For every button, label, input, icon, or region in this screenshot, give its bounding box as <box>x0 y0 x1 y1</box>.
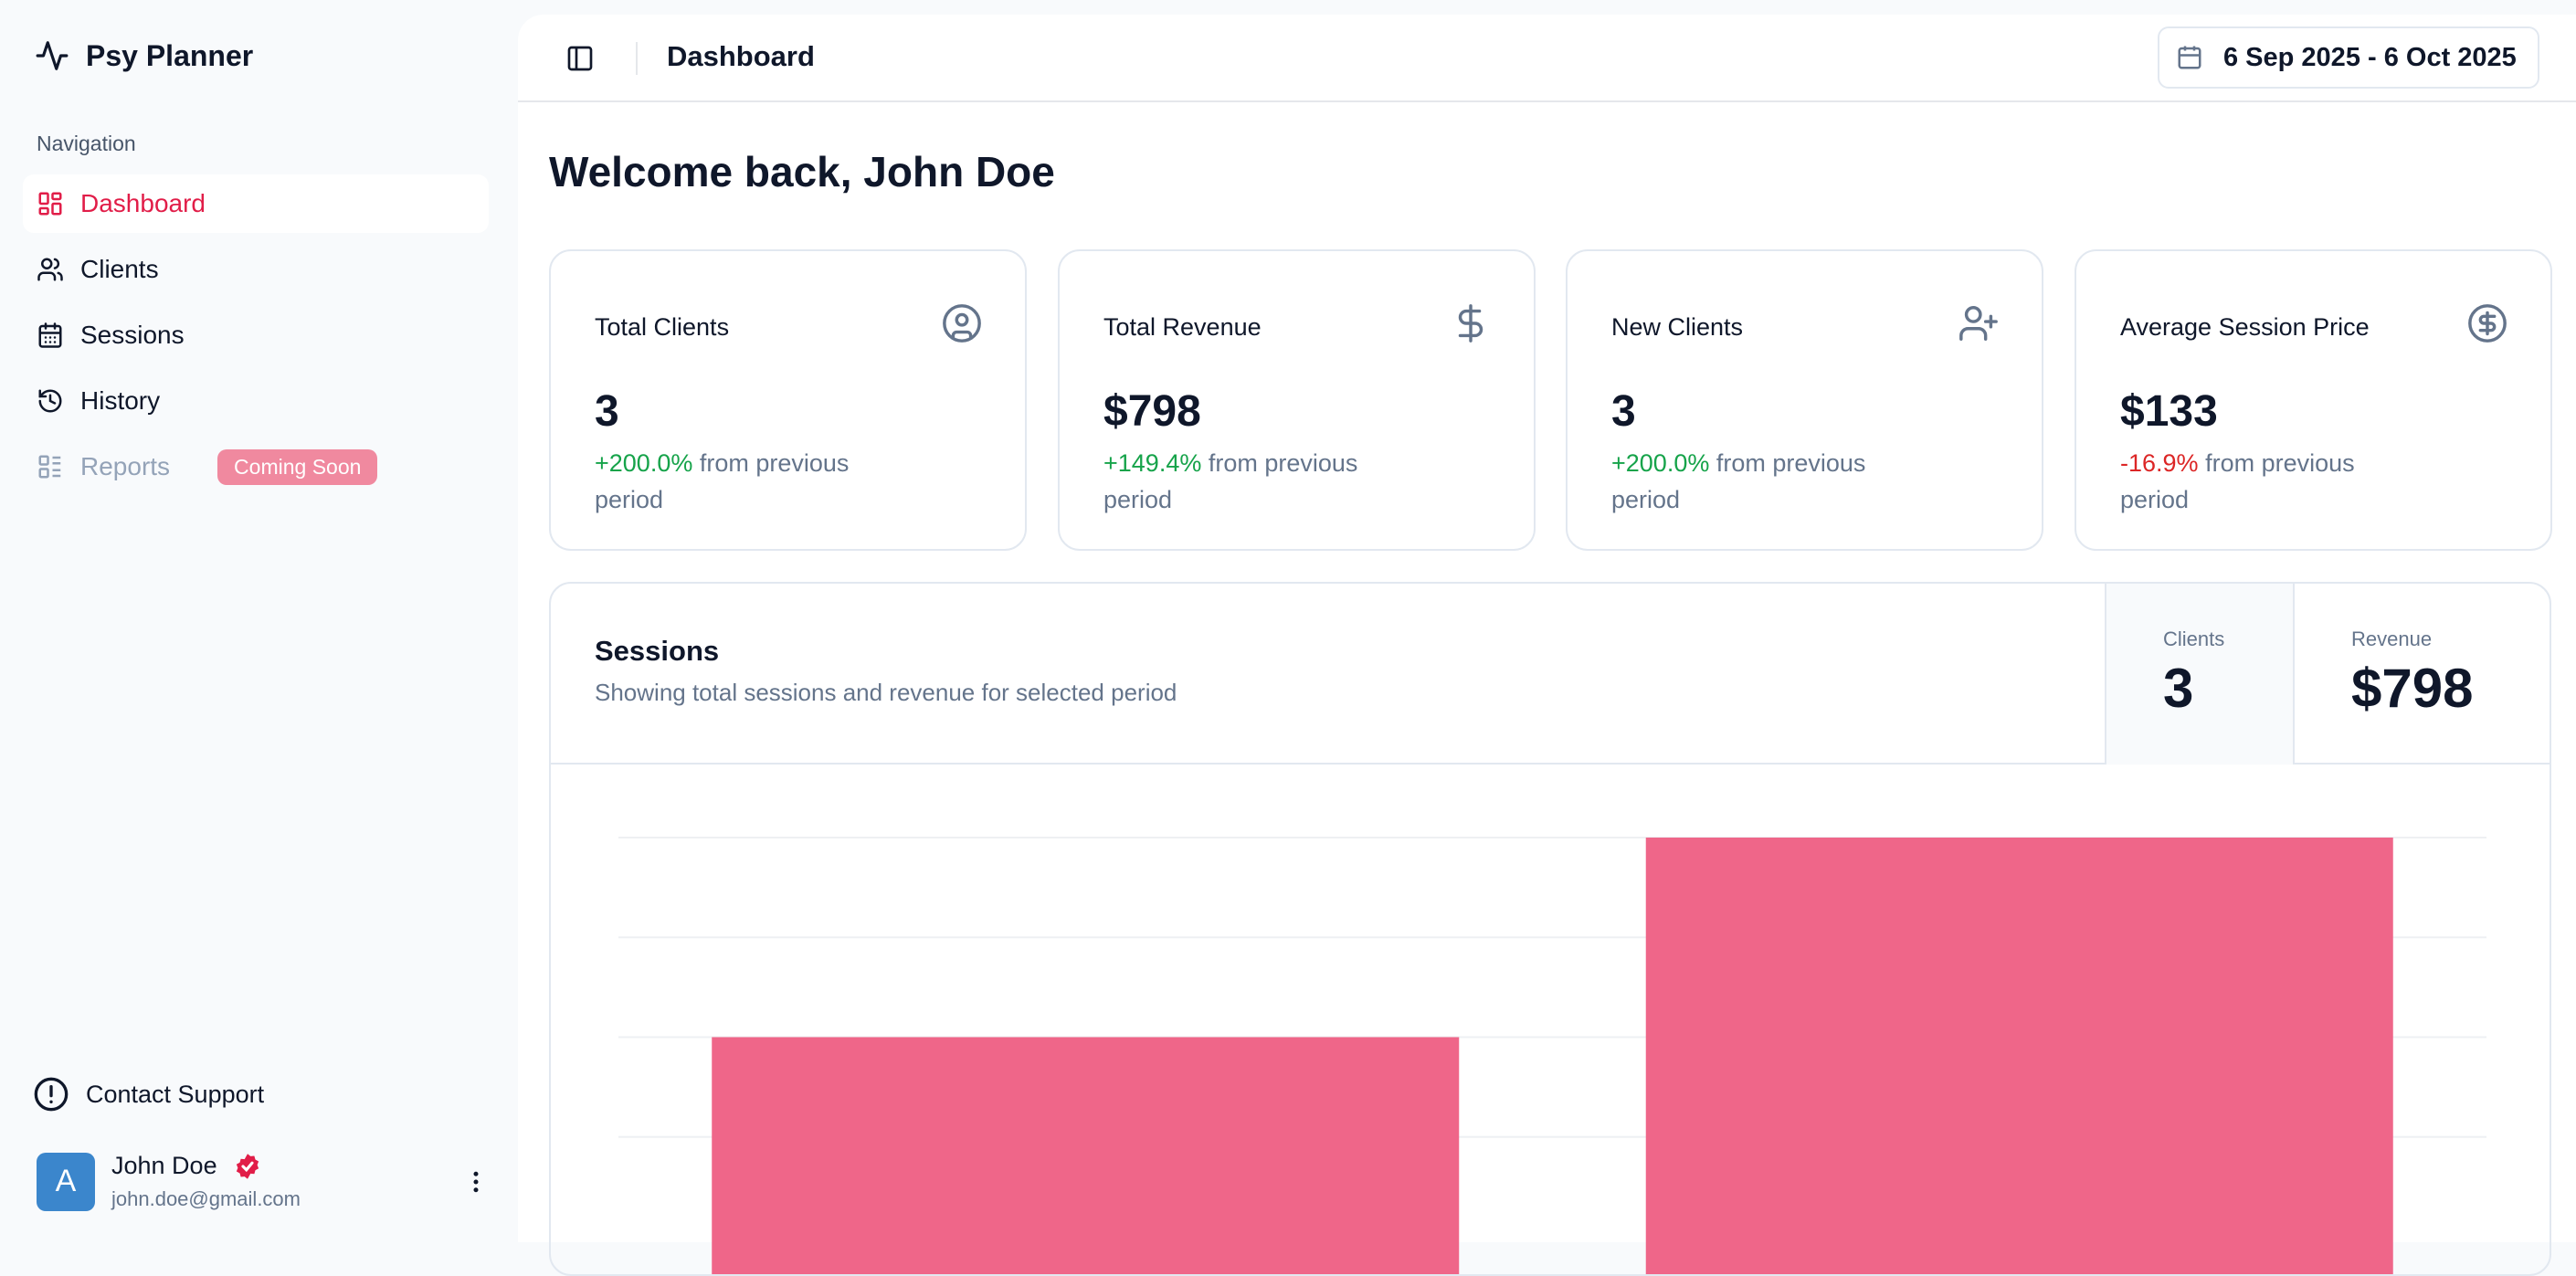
stat-card-new-clients: New Clients 3 +200.0% from previous peri… <box>1566 249 2043 551</box>
card-title: Total Clients <box>595 313 729 342</box>
app-logo[interactable]: Psy Planner <box>35 38 253 73</box>
card-title: Average Session Price <box>2120 313 2370 342</box>
stat-card-average-session-price: Average Session Price $133 -16.9% from p… <box>2075 249 2552 551</box>
page-title: Dashboard <box>667 40 815 73</box>
avatar: A <box>37 1153 95 1211</box>
sidebar-item-label: Dashboard <box>80 189 206 218</box>
stat-card-total-revenue: Total Revenue $798 +149.4% from previous… <box>1058 249 1536 551</box>
card-change: +149.4% <box>1103 449 1201 477</box>
card-change: -16.9% <box>2120 449 2199 477</box>
sidebar-item-label: Reports <box>80 452 170 481</box>
calendar-icon <box>37 322 64 349</box>
more-vertical-icon[interactable] <box>462 1168 490 1196</box>
stat-revenue[interactable]: Revenue $798 <box>2293 584 2551 765</box>
user-circle-icon <box>941 302 983 344</box>
stat-clients[interactable]: Clients 3 <box>2105 584 2293 765</box>
sidebar: Psy Planner Navigation Dashboard Clients… <box>0 0 518 1242</box>
date-range-label: 6 Sep 2025 - 6 Oct 2025 <box>2223 43 2517 73</box>
user-name: John Doe <box>111 1152 217 1180</box>
stat-label: Revenue <box>2351 627 2551 651</box>
nav-section-label: Navigation <box>37 132 136 156</box>
sidebar-item-label: Sessions <box>80 321 185 350</box>
sessions-subtitle: Showing total sessions and revenue for s… <box>595 679 1177 707</box>
coming-soon-badge: Coming Soon <box>217 449 377 485</box>
user-plus-icon <box>1958 302 2000 344</box>
app-name: Psy Planner <box>86 39 253 73</box>
sessions-bar-chart <box>551 765 2551 1276</box>
contact-support-link[interactable]: Contact Support <box>33 1076 264 1113</box>
date-range-picker[interactable]: 6 Sep 2025 - 6 Oct 2025 <box>2158 26 2539 89</box>
sidebar-item-label: Clients <box>80 255 159 284</box>
sessions-card-header: Sessions Showing total sessions and reve… <box>551 584 2550 765</box>
list-icon <box>37 453 64 480</box>
circle-dollar-icon <box>2466 302 2508 344</box>
sidebar-item-clients[interactable]: Clients <box>23 240 489 299</box>
card-title: New Clients <box>1611 313 1743 342</box>
card-change: +200.0% <box>1611 449 1709 477</box>
sidebar-item-dashboard[interactable]: Dashboard <box>23 174 489 233</box>
card-title: Total Revenue <box>1103 313 1262 342</box>
bar-0[interactable] <box>712 1038 1459 1276</box>
user-profile[interactable]: A John Doe john.doe@gmail.com <box>37 1152 484 1211</box>
calendar-icon <box>2176 44 2203 71</box>
verified-badge-icon <box>234 1153 261 1180</box>
main-panel: Dashboard 6 Sep 2025 - 6 Oct 2025 Welcom… <box>518 15 2576 1242</box>
card-value: 3 <box>1611 386 1636 437</box>
contact-support-label: Contact Support <box>86 1081 264 1109</box>
header-divider <box>636 42 638 75</box>
sidebar-item-sessions[interactable]: Sessions <box>23 306 489 364</box>
card-value: 3 <box>595 386 619 437</box>
card-change: +200.0% <box>595 449 692 477</box>
user-email: john.doe@gmail.com <box>111 1187 462 1211</box>
sidebar-item-history[interactable]: History <box>23 372 489 430</box>
sidebar-item-label: History <box>80 386 160 416</box>
sidebar-item-reports: Reports Coming Soon <box>23 438 489 496</box>
history-icon <box>37 387 64 415</box>
dollar-icon <box>1450 302 1492 344</box>
activity-icon <box>35 38 69 73</box>
users-icon <box>37 256 64 283</box>
layout-dashboard-icon <box>37 190 64 217</box>
card-value: $798 <box>1103 386 1201 437</box>
bar-1[interactable] <box>1646 838 2393 1276</box>
welcome-heading: Welcome back, John Doe <box>549 147 1055 196</box>
sidebar-toggle-icon[interactable] <box>565 44 595 73</box>
sessions-title: Sessions <box>595 635 719 668</box>
alert-circle-icon <box>33 1076 69 1113</box>
stat-label: Clients <box>2163 627 2293 651</box>
stat-value: 3 <box>2163 657 2293 720</box>
top-header: Dashboard 6 Sep 2025 - 6 Oct 2025 <box>518 15 2576 102</box>
stat-value: $798 <box>2351 657 2551 720</box>
card-value: $133 <box>2120 386 2218 437</box>
sessions-chart-card: Sessions Showing total sessions and reve… <box>549 582 2551 1276</box>
stat-card-total-clients: Total Clients 3 +200.0% from previous pe… <box>549 249 1027 551</box>
